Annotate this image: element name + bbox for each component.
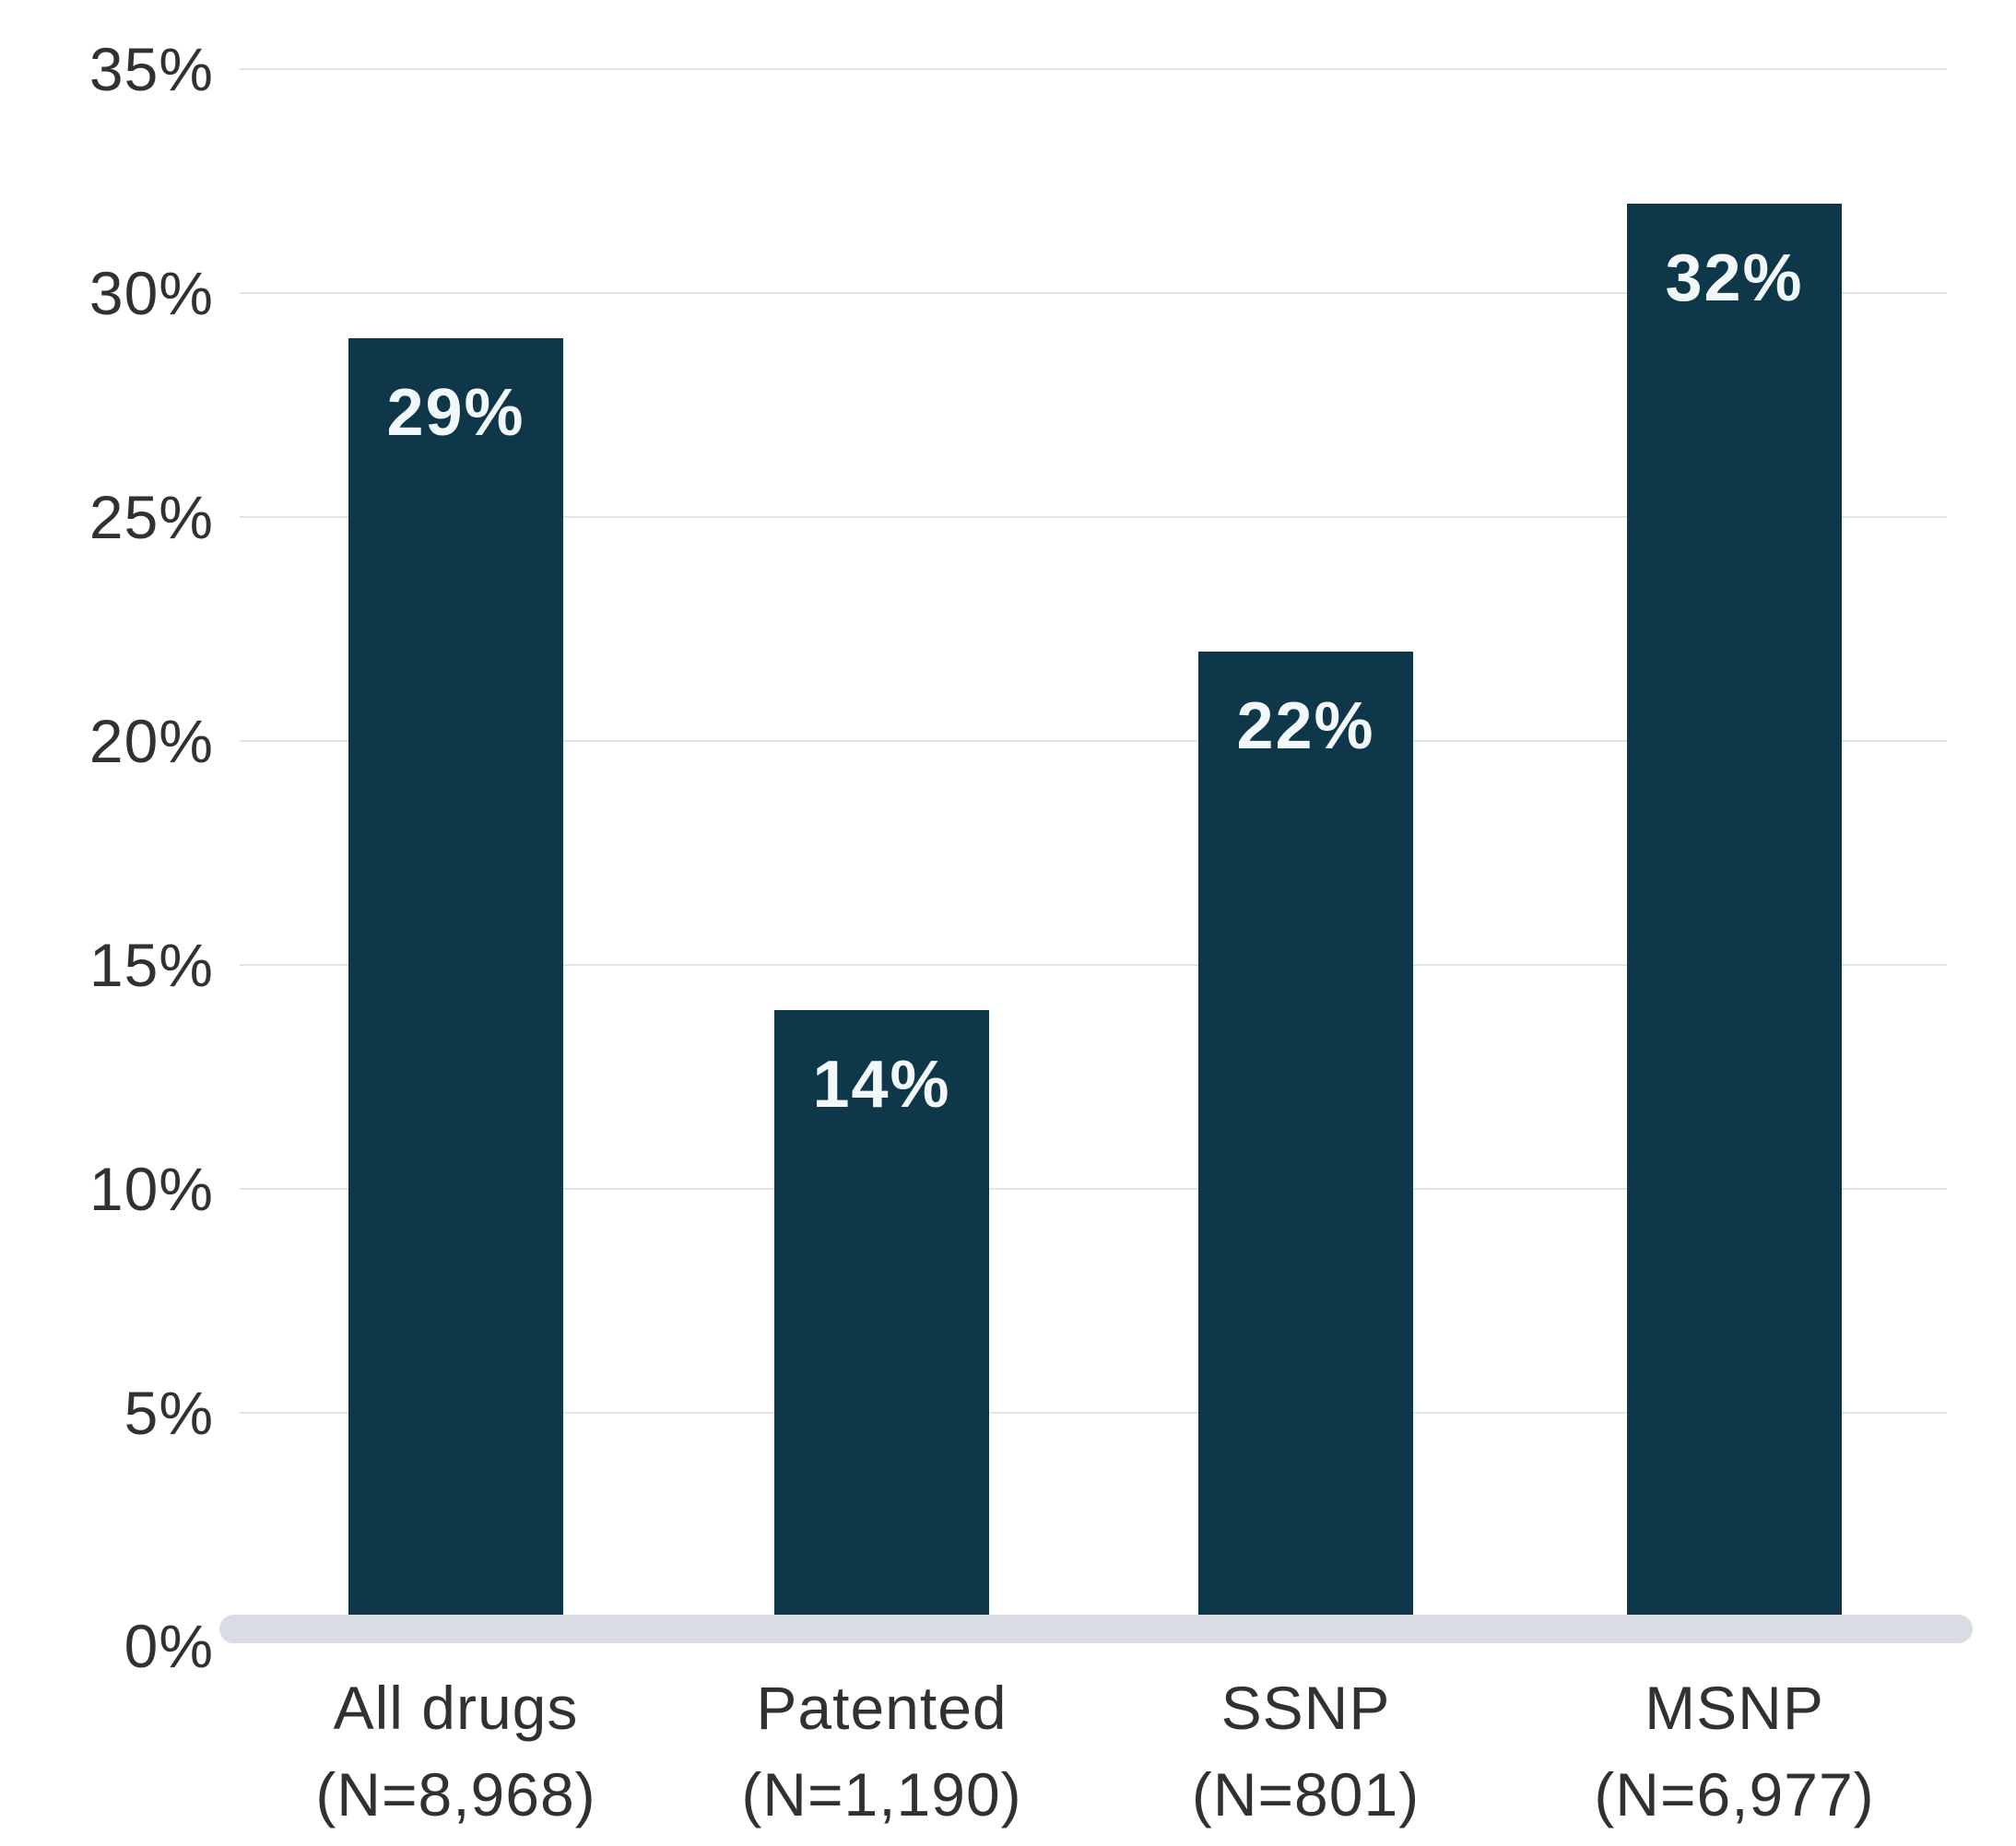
bar-msnp: 32% [1627,203,1842,1618]
category-name: SSNP [1220,1674,1391,1742]
y-tick-label: 10% [88,1155,214,1223]
category-name: All drugs [333,1674,579,1742]
category-label-all-drugs: All drugs (N=8,968) [217,1664,696,1838]
category-label-patented: Patented (N=1,190) [643,1664,1122,1838]
gridline [240,68,1947,70]
gridline [240,740,1947,742]
y-tick-label: 15% [88,931,214,999]
gridline [240,516,1947,518]
gridline [240,1188,1947,1190]
y-tick-label: 20% [88,707,214,775]
bar-value-label: 32% [1665,241,1804,315]
bar-ssnp: 22% [1198,651,1413,1618]
bar-patented: 14% [774,1009,989,1618]
category-name: Patented [756,1674,1008,1742]
y-tick-label: 5% [124,1379,214,1447]
category-name: MSNP [1645,1674,1824,1742]
category-label-msnp: MSNP (N=6,977) [1495,1664,1975,1838]
category-sample-size: (N=6,977) [1594,1760,1875,1828]
gridline [240,1412,1947,1414]
y-tick-label: 0% [124,1612,214,1680]
y-tick-label: 30% [88,259,214,327]
gridline [240,292,1947,294]
category-sample-size: (N=1,190) [741,1760,1022,1828]
bar-value-label: 22% [1236,688,1375,763]
category-sample-size: (N=801) [1191,1760,1421,1828]
x-axis-baseline [219,1615,1973,1643]
gridline [240,964,1947,966]
bar-value-label: 14% [812,1047,951,1122]
bar-value-label: 29% [386,375,525,450]
category-sample-size: (N=8,968) [315,1760,596,1828]
category-label-ssnp: SSNP (N=801) [1067,1664,1546,1838]
bar-all-drugs: 29% [348,337,563,1618]
y-tick-label: 25% [88,483,214,551]
y-tick-label: 35% [88,35,214,103]
